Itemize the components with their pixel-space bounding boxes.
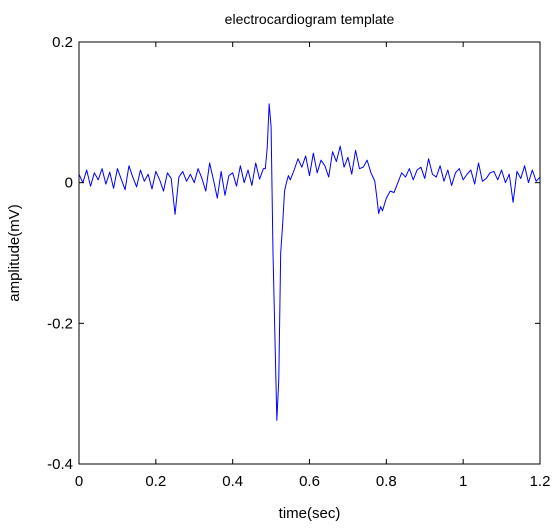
y-tick-label: 0 <box>65 175 73 192</box>
x-tick-label: 0.8 <box>376 473 397 490</box>
chart-title: electrocardiogram template <box>225 11 395 27</box>
x-tick-label: 1.2 <box>530 473 551 490</box>
ticks-layer: 0 0.2 0.4 0.6 0.8 1 1.2 -0.4 -0.2 0 0.2 <box>47 34 550 490</box>
ecg-series-line-0 <box>78 103 541 421</box>
plot-area <box>79 42 540 464</box>
y-axis-label: amplitude(mV) <box>6 204 23 302</box>
x-tick-label: 0.4 <box>222 473 243 490</box>
y-tick-label: 0.2 <box>52 34 73 51</box>
series-layer <box>78 103 541 421</box>
y-tick-label: -0.4 <box>47 456 73 473</box>
x-tick-label: 1 <box>459 473 467 490</box>
plot-frame <box>78 41 541 465</box>
x-axis-label: time(sec) <box>279 505 341 522</box>
x-tick-label: 0.6 <box>299 473 320 490</box>
y-tick-label: -0.2 <box>47 315 73 332</box>
x-tick-label: 0.2 <box>145 473 166 490</box>
x-tick-label: 0 <box>75 473 83 490</box>
